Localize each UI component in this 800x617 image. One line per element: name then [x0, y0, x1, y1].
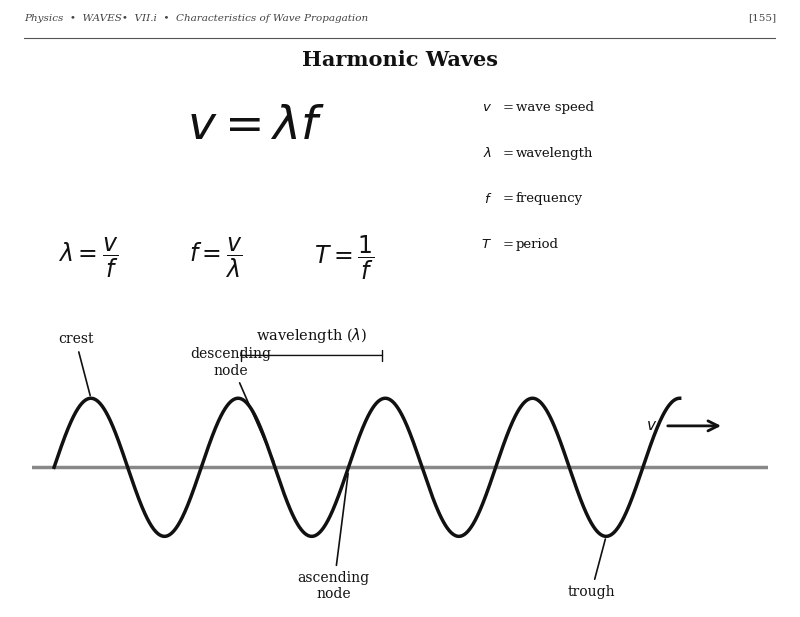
Text: $f$: $f$ — [484, 192, 492, 206]
Text: =: = — [502, 101, 514, 114]
Text: wave speed: wave speed — [516, 101, 594, 114]
Text: crest: crest — [58, 333, 94, 395]
Text: ascending
node: ascending node — [298, 473, 370, 601]
Text: period: period — [516, 238, 559, 251]
Text: $v$: $v$ — [646, 419, 658, 433]
Text: trough: trough — [567, 539, 615, 598]
Text: $f = \dfrac{v}{\lambda}$: $f = \dfrac{v}{\lambda}$ — [190, 236, 242, 281]
Text: =: = — [502, 193, 514, 205]
Text: Harmonic Waves: Harmonic Waves — [302, 50, 498, 70]
Text: $T$: $T$ — [481, 238, 492, 251]
Text: wavelength: wavelength — [516, 147, 594, 160]
Text: $\lambda = \dfrac{v}{f}$: $\lambda = \dfrac{v}{f}$ — [58, 236, 118, 281]
Text: frequency: frequency — [516, 193, 583, 205]
Text: $\lambda$: $\lambda$ — [483, 146, 492, 160]
Text: Physics  •  WAVES•  VII.i  •  Characteristics of Wave Propagation: Physics • WAVES• VII.i • Characteristics… — [24, 14, 368, 23]
Text: [155]: [155] — [748, 14, 776, 23]
Text: =: = — [502, 238, 514, 251]
Text: $T = \dfrac{1}{f}$: $T = \dfrac{1}{f}$ — [314, 234, 374, 283]
Text: =: = — [502, 147, 514, 160]
Text: $v$: $v$ — [482, 101, 492, 114]
Text: $v = \lambda f$: $v = \lambda f$ — [186, 103, 326, 149]
Text: wavelength ($\lambda$): wavelength ($\lambda$) — [256, 326, 367, 345]
Text: descending
node: descending node — [190, 347, 274, 462]
